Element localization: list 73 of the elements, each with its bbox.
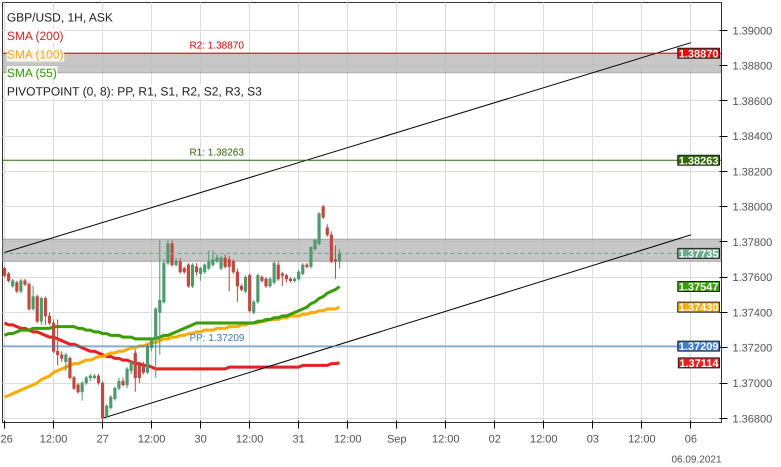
y-tick-label: 1.36800 <box>732 413 772 426</box>
annotation: PIVOTPOINT (0, 8): PP, R1, S1, R2, S2, R3, S3 <box>6 84 262 98</box>
candlestick <box>199 266 202 282</box>
text: SMA (200) <box>6 29 64 44</box>
candlestick <box>40 296 43 326</box>
x-tick-label: 12:00 <box>432 434 460 446</box>
y-tick-label: 1.37400 <box>732 307 772 320</box>
candlestick <box>203 262 206 274</box>
candlestick <box>190 262 194 288</box>
x-tick-label: 12:00 <box>236 434 264 446</box>
candlestick <box>244 274 248 294</box>
candlestick <box>15 280 18 294</box>
x-tick-label: 31 <box>292 434 305 446</box>
candlestick <box>224 254 227 269</box>
annotation: 1.37547 <box>678 282 719 294</box>
x-tick-label: 27 <box>96 434 109 446</box>
ref-line-label: PP: 1.37209 <box>189 333 245 344</box>
candlestick <box>64 352 68 372</box>
candlestick <box>19 278 22 294</box>
x-tick-label: 12:00 <box>334 434 362 446</box>
x-tick-label: Sep <box>386 434 407 446</box>
text: SMA (100) <box>6 48 64 62</box>
candlestick <box>44 296 47 326</box>
candlestick <box>276 260 280 282</box>
candlestick <box>60 350 64 362</box>
y-tick-label: 1.38000 <box>732 202 772 214</box>
y-tick-label: 1.38800 <box>732 60 772 73</box>
candlestick <box>219 256 223 271</box>
candlestick <box>2 266 6 278</box>
y-tick-label: 1.37600 <box>732 272 772 284</box>
x-tick-label: 12:00 <box>40 434 68 446</box>
candlestick <box>142 361 146 375</box>
text: SMA (55) <box>6 66 57 80</box>
candlestick <box>7 271 10 283</box>
annotation: 1.38263 <box>678 155 719 168</box>
y-tick-label: 1.37200 <box>732 342 772 355</box>
candlestick <box>194 262 198 276</box>
y-tick-label: 1.37800 <box>732 236 772 249</box>
annotation: 1.37114 <box>679 358 720 370</box>
y-tick-label: 1.38400 <box>732 131 772 144</box>
x-tick-label: 12:00 <box>628 434 656 446</box>
annotation: 1.37430 <box>678 302 719 314</box>
x-tick-label: 30 <box>194 434 207 446</box>
candlestick <box>322 204 325 220</box>
x-tick-label: 06 <box>684 434 697 446</box>
annotation: 1.38870 <box>678 48 719 60</box>
candlestick <box>228 256 231 292</box>
candlestick <box>32 286 35 312</box>
candlestick <box>170 240 174 268</box>
text: GBP/USD, 1H, ASK <box>6 10 113 25</box>
candlestick <box>158 240 162 356</box>
x-tick-label: 12:00 <box>530 434 558 446</box>
candlestick <box>186 262 190 288</box>
x-tick-label: 26 <box>0 434 13 446</box>
annotation: 1.37735 <box>678 248 719 260</box>
x-tick-label: 02 <box>488 434 501 446</box>
candlestick <box>207 250 210 271</box>
y-tick-label: 1.37000 <box>732 378 772 390</box>
text: 06.09.2021 <box>671 454 722 466</box>
candlestick <box>211 250 214 268</box>
candlestick <box>301 262 304 276</box>
candlestick <box>264 276 268 288</box>
y-tick-label: 1.38200 <box>732 166 772 178</box>
ref-line-label: R1: 1.38263 <box>189 147 244 158</box>
x-tick-label: 12:00 <box>138 434 166 446</box>
y-tick-label: 1.39000 <box>732 25 772 38</box>
candlestick <box>178 257 182 274</box>
x-tick-label: 03 <box>586 434 599 446</box>
annotation: 1.37209 <box>678 341 719 354</box>
candlestick <box>56 319 60 366</box>
ref-line-label: R2: 1.38870 <box>189 40 244 52</box>
y-tick-label: 1.38600 <box>732 96 772 108</box>
candlestick <box>272 260 276 285</box>
